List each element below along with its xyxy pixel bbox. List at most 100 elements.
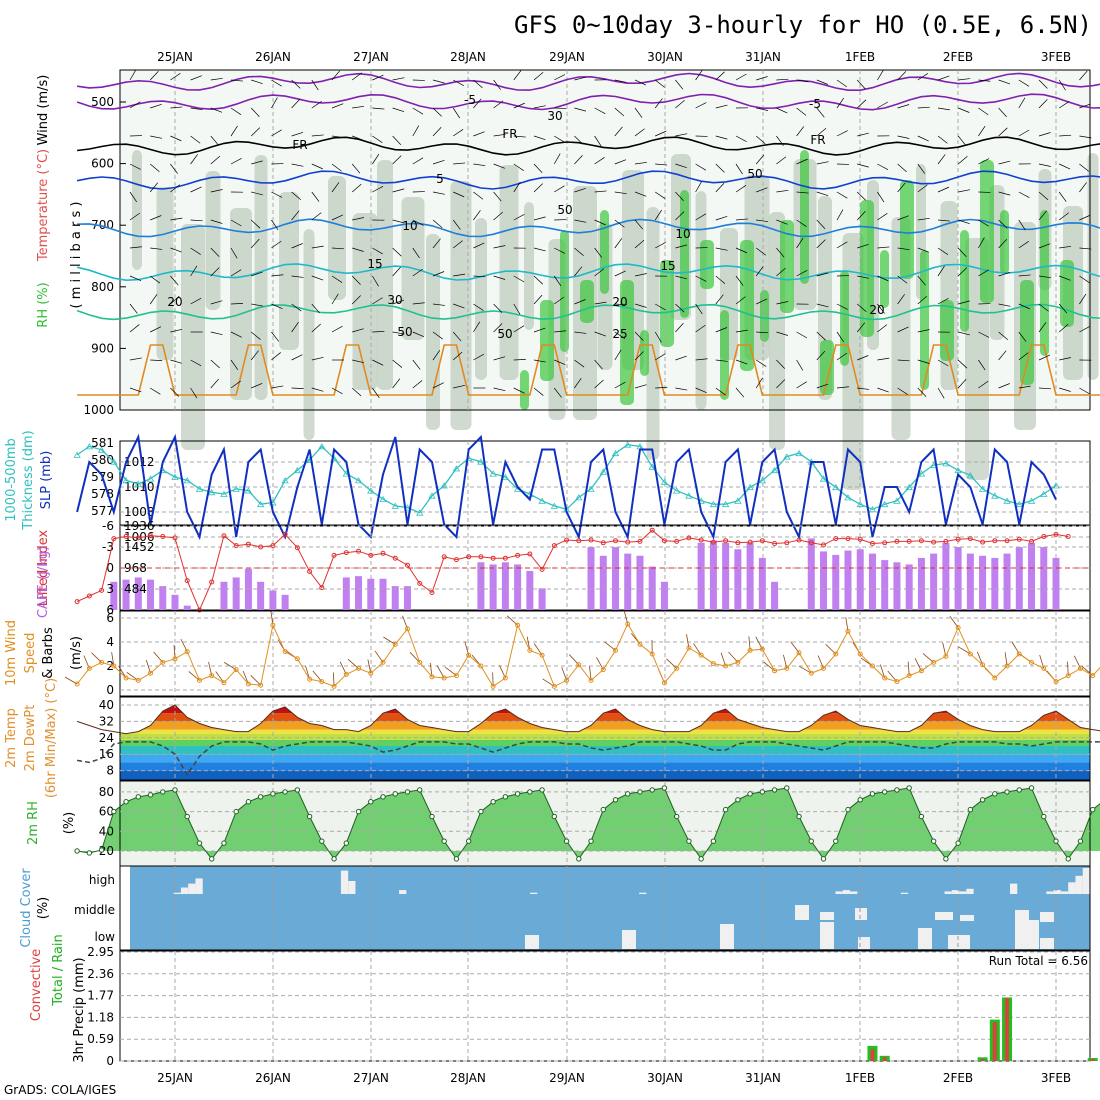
wind-point [515, 622, 521, 628]
wind-barb [715, 104, 728, 109]
wind-barb [1058, 79, 1066, 91]
wind-barb [735, 329, 748, 333]
rh-point [98, 847, 105, 853]
wind-barb [614, 191, 627, 195]
wind-point [808, 670, 814, 676]
wind-barb [836, 386, 849, 389]
wind-barb [937, 387, 945, 399]
y-tick-label: 0 [106, 1054, 114, 1068]
wind-barb [594, 247, 603, 258]
wind-barb [1058, 191, 1067, 202]
wind-barb [210, 359, 220, 369]
wind-barb [250, 350, 259, 361]
li-point [943, 538, 949, 544]
rh-shade-green [660, 260, 674, 347]
wind-barb [655, 130, 667, 137]
cape-bar [489, 564, 497, 610]
rh-shade-green [780, 220, 794, 313]
wind-barb [675, 387, 688, 391]
wind-point [184, 649, 190, 655]
wind-point [135, 677, 141, 683]
wind-barb [170, 135, 182, 142]
rh-point [453, 856, 460, 862]
contour-label: 50 [747, 167, 762, 181]
panel-frame [119, 69, 1091, 411]
rh-point [808, 838, 814, 844]
wind-point [490, 683, 496, 689]
contour-label: 25 [612, 327, 627, 341]
wind-barb [473, 131, 485, 137]
thickness-point [477, 458, 485, 465]
wind-barb [594, 190, 607, 193]
wind-barb [917, 387, 927, 397]
wind-barb [473, 303, 484, 311]
wind-barb [1038, 79, 1048, 89]
rh-shade-green [680, 190, 689, 318]
wind-point [356, 665, 362, 671]
cloud-high-bar [1060, 891, 1069, 894]
rh-point [172, 787, 178, 793]
wind-barb [735, 387, 745, 398]
wind-barb [735, 73, 747, 81]
wind-barb [513, 387, 525, 394]
wind-barb [998, 160, 1011, 165]
wind-barb [412, 157, 424, 165]
wind-barb [776, 189, 789, 193]
wind-barb [614, 159, 627, 165]
wind-barb [170, 328, 183, 333]
wind-barb [1079, 214, 1091, 221]
contour-label: 20 [869, 303, 884, 317]
wind-barb [150, 215, 162, 221]
wind-barb [493, 387, 506, 392]
wind-barb [756, 187, 768, 193]
wind-barb [230, 219, 242, 227]
rh-point [343, 840, 350, 846]
thickness-point [575, 494, 583, 501]
wind-barb [897, 163, 907, 173]
date-tick-label: 2FEB [943, 50, 973, 64]
wind-barb [412, 107, 424, 115]
cloud-high-bar [951, 890, 960, 894]
wind-barb [190, 186, 202, 193]
li-point [527, 551, 533, 557]
thickness-point [440, 482, 448, 489]
wind-barb [291, 79, 301, 89]
thickness-point [293, 466, 302, 474]
rh-point [221, 840, 227, 846]
thickness-point [660, 478, 669, 485]
cape-bar [807, 538, 815, 610]
wind-barb [1018, 240, 1029, 249]
wind-barb [675, 133, 688, 137]
cloud-low-bar [525, 935, 539, 949]
cape-bar [612, 547, 619, 610]
wind-barb [695, 387, 707, 394]
wind-barb [372, 74, 384, 81]
wind-barb [1018, 191, 1030, 198]
thickness-point [672, 487, 681, 494]
wind-barb [1038, 191, 1049, 201]
wind-point [992, 675, 998, 681]
rh-point [502, 794, 509, 800]
y-tick-label: 1000 [83, 403, 114, 417]
li-point [821, 542, 827, 548]
wind-point [906, 673, 912, 679]
wind-point [1053, 679, 1059, 685]
rh-point [135, 794, 141, 800]
wind-barb [271, 97, 278, 109]
wind-point [857, 651, 863, 657]
date-tick-label: 26JAN [255, 50, 291, 64]
wind-barb [735, 359, 748, 365]
wind-barb [958, 189, 971, 193]
wind-barb [756, 219, 769, 223]
rh-point [1077, 838, 1084, 844]
temp-band [120, 746, 1090, 755]
wind-barb [453, 384, 465, 389]
rh-unit-ylabel: (%) [62, 812, 77, 835]
wind-barb [1038, 163, 1051, 167]
wind-barb [513, 70, 522, 81]
wind-barb [937, 154, 946, 165]
li-point [661, 538, 667, 544]
temp-band [120, 729, 1090, 734]
wind-barb [210, 378, 219, 389]
